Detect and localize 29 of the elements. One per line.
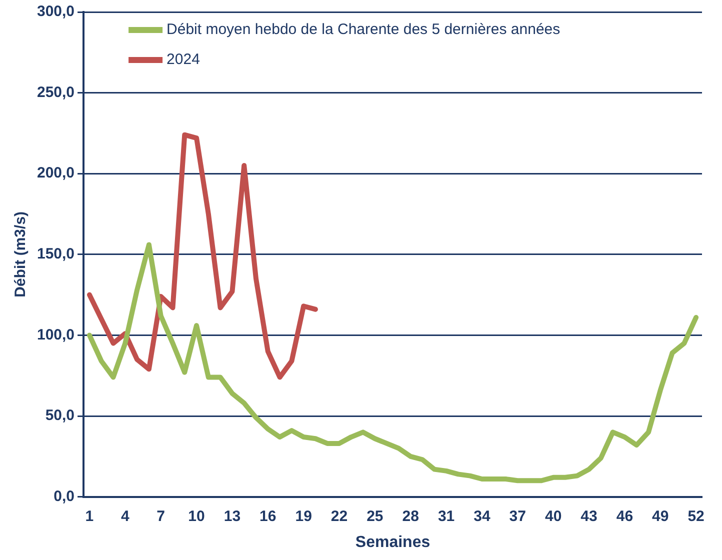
x-tick-label: 46 (616, 508, 634, 525)
x-axis-title: Semaines (355, 534, 430, 551)
x-tick-label: 7 (156, 508, 166, 525)
x-tick-label: 34 (474, 508, 491, 525)
x-tick-label: 19 (295, 508, 312, 525)
x-tick-label: 10 (188, 508, 205, 525)
x-tick-label: 49 (652, 508, 669, 525)
y-tick-label: 200,0 (36, 164, 75, 182)
x-tick-label: 37 (509, 508, 526, 525)
x-tick-label: 4 (120, 508, 130, 525)
x-tick-label: 40 (544, 508, 562, 525)
y-tick-label: 0,0 (54, 488, 75, 505)
x-tick-label: 25 (366, 508, 384, 525)
x-tick-label: 31 (438, 508, 455, 525)
x-tick-label: 16 (260, 508, 276, 525)
x-tick-label: 22 (330, 508, 348, 525)
x-tick-label: 13 (224, 508, 241, 525)
x-tick-label: 43 (580, 508, 598, 525)
y-tick-label: 50,0 (45, 407, 75, 424)
legend-label: Débit moyen hebdo de la Charente des 5 dernières années (166, 21, 560, 38)
x-tick-label: 1 (85, 508, 94, 525)
x-tick-label: 28 (402, 508, 419, 525)
y-tick-label: 150,0 (36, 246, 75, 263)
x-tick-label: 52 (688, 508, 704, 525)
y-axis-title: Débit (m3/s) (12, 211, 30, 298)
y-tick-label: 100,0 (36, 326, 75, 344)
y-tick-label: 250,0 (36, 84, 75, 101)
y-tick-label: 300,0 (36, 3, 75, 20)
legend-label: 2024 (166, 51, 200, 68)
